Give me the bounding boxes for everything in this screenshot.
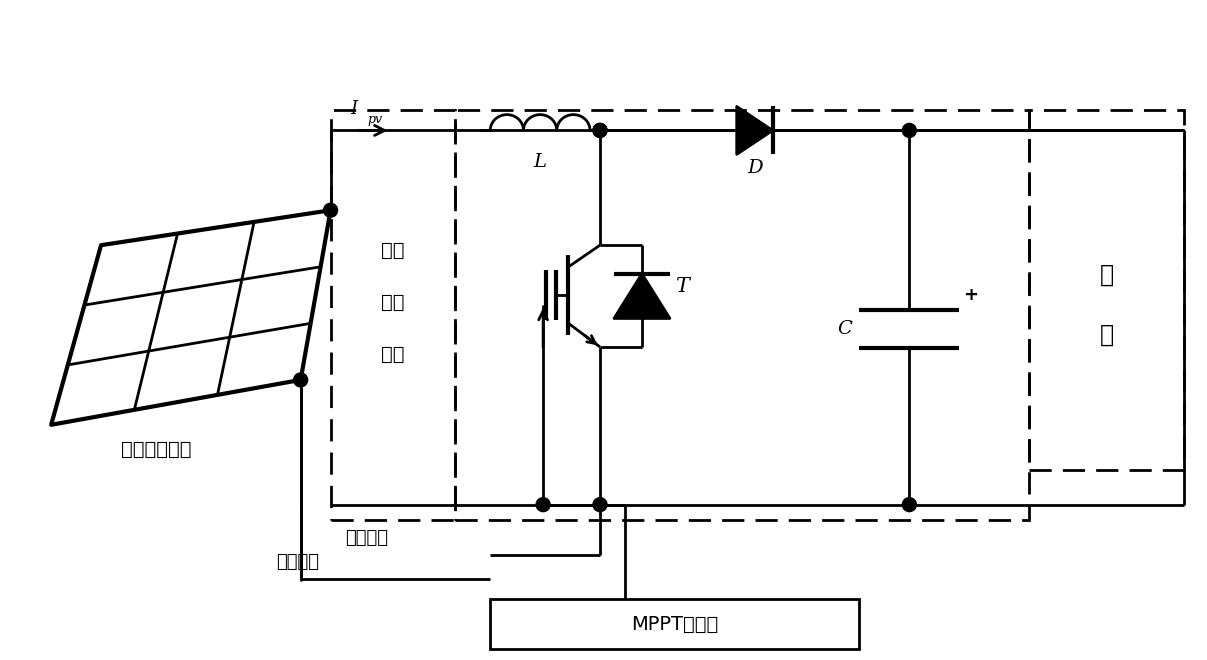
Text: 负: 负 — [1100, 263, 1114, 287]
Bar — [1030, 110, 1184, 470]
Text: D: D — [747, 159, 763, 178]
Circle shape — [536, 498, 550, 512]
Circle shape — [323, 203, 338, 217]
Text: I: I — [350, 100, 357, 118]
Circle shape — [593, 498, 607, 512]
Text: MPPT控制器: MPPT控制器 — [631, 615, 718, 634]
Text: 太阳能电池板: 太阳能电池板 — [121, 440, 191, 459]
Bar — [455, 110, 1030, 519]
Text: L: L — [533, 153, 547, 172]
Circle shape — [903, 123, 916, 137]
Bar — [331, 110, 455, 519]
Text: 端口: 端口 — [381, 345, 404, 364]
Circle shape — [593, 123, 607, 137]
Polygon shape — [614, 274, 670, 318]
Bar — [490, 599, 859, 649]
Text: 电压采样: 电压采样 — [275, 554, 319, 572]
Text: 载: 载 — [1100, 323, 1114, 347]
Text: T: T — [675, 277, 689, 296]
Text: 电流采样: 电流采样 — [345, 529, 389, 546]
Text: 直流: 直流 — [381, 241, 404, 259]
Text: +: + — [963, 286, 978, 304]
Circle shape — [593, 123, 607, 137]
Text: C: C — [836, 320, 852, 338]
Text: pv: pv — [367, 114, 383, 127]
Polygon shape — [736, 106, 772, 154]
Text: 输入: 输入 — [381, 292, 404, 312]
Circle shape — [293, 373, 308, 387]
Circle shape — [903, 498, 916, 512]
